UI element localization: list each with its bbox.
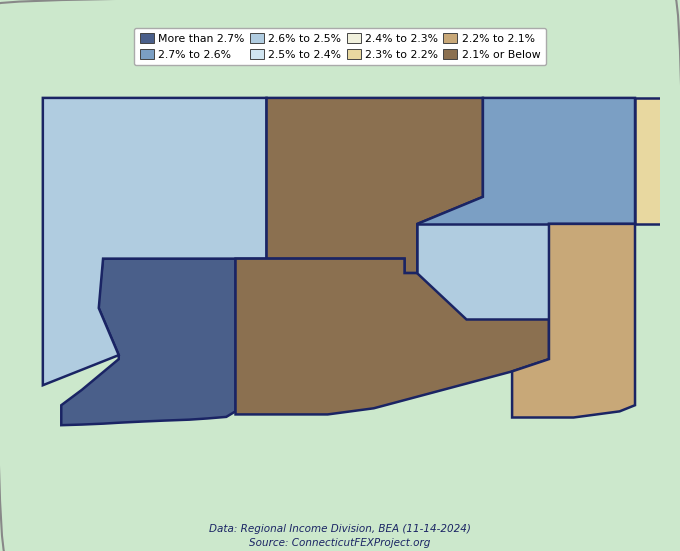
- Polygon shape: [235, 258, 549, 414]
- Polygon shape: [267, 98, 483, 273]
- Polygon shape: [43, 98, 267, 385]
- Polygon shape: [512, 224, 635, 418]
- Polygon shape: [61, 258, 235, 425]
- Polygon shape: [635, 98, 680, 224]
- Polygon shape: [418, 98, 635, 273]
- Text: Source: ConnecticutFEXProject.org: Source: ConnecticutFEXProject.org: [250, 538, 430, 548]
- Polygon shape: [418, 224, 549, 319]
- Legend: More than 2.7%, 2.7% to 2.6%, 2.6% to 2.5%, 2.5% to 2.4%, 2.4% to 2.3%, 2.3% to : More than 2.7%, 2.7% to 2.6%, 2.6% to 2.…: [134, 28, 546, 65]
- Text: Data: Regional Income Division, BEA (11-14-2024): Data: Regional Income Division, BEA (11-…: [209, 525, 471, 534]
